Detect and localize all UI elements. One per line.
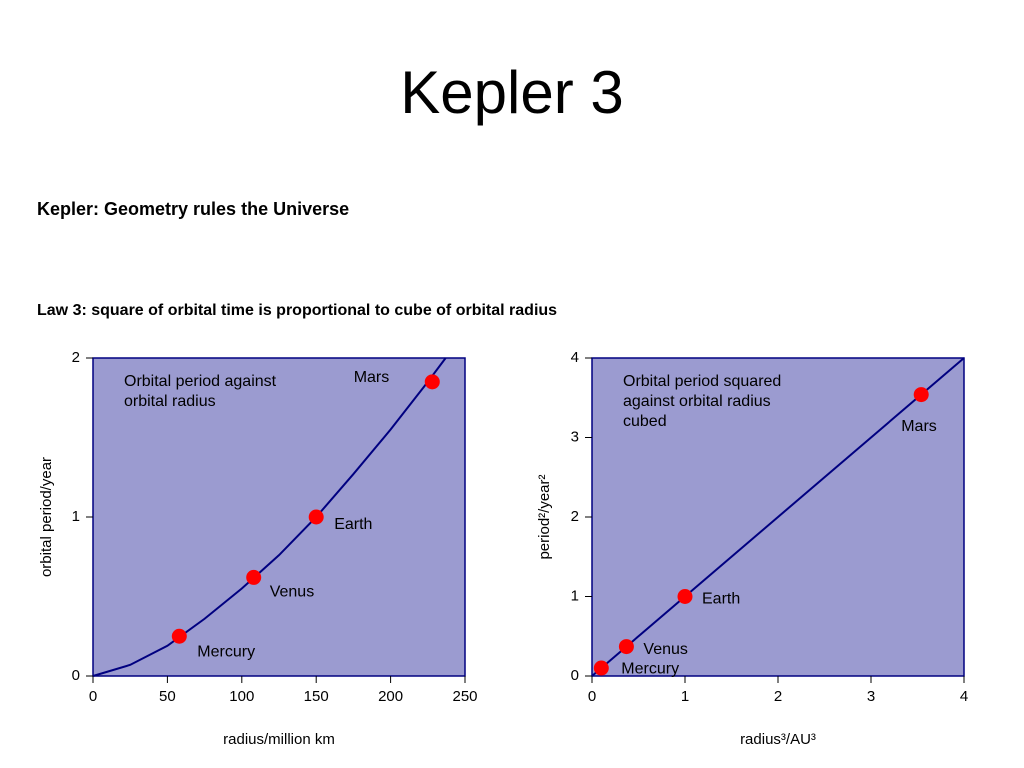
point-label: Venus xyxy=(270,584,314,601)
x-tick-label: 1 xyxy=(681,688,689,705)
y-tick-label: 4 xyxy=(571,349,579,366)
y-tick-label: 0 xyxy=(72,667,80,684)
y-tick-label: 3 xyxy=(571,428,579,445)
x-tick-label: 4 xyxy=(960,688,968,705)
annotation: Orbital period squared xyxy=(623,373,781,390)
x-axis-label: radius³/AU³ xyxy=(740,731,816,748)
x-tick-label: 150 xyxy=(304,688,329,705)
y-tick-label: 1 xyxy=(571,587,579,604)
planet-point xyxy=(308,509,324,525)
x-tick-label: 200 xyxy=(378,688,403,705)
x-tick-label: 3 xyxy=(867,688,875,705)
subtitle: Kepler: Geometry rules the Universe xyxy=(37,199,349,219)
law-text: Law 3: square of orbital time is proport… xyxy=(37,302,557,319)
annotation: cubed xyxy=(623,413,667,430)
plot-area xyxy=(92,357,466,677)
point-label: Mars xyxy=(354,369,390,386)
x-tick-label: 2 xyxy=(774,688,782,705)
y-axis-label: period²/year² xyxy=(536,474,553,559)
point-label: Mars xyxy=(901,418,937,435)
planet-point xyxy=(593,660,609,676)
annotation: orbital radius xyxy=(124,393,216,410)
point-label: Mercury xyxy=(197,643,255,660)
planet-point xyxy=(246,569,262,585)
annotation: Orbital period against xyxy=(124,373,277,390)
annotation: against orbital radius xyxy=(623,393,771,410)
point-label: Earth xyxy=(702,591,740,608)
x-axis-label: radius/million km xyxy=(223,731,335,748)
planet-point xyxy=(913,387,929,403)
x-tick-label: 50 xyxy=(159,688,176,705)
y-tick-label: 2 xyxy=(72,349,80,366)
curve xyxy=(92,357,447,677)
y-tick-label: 1 xyxy=(72,508,80,525)
planet-point xyxy=(618,639,634,655)
x-tick-label: 100 xyxy=(229,688,254,705)
y-tick-label: 0 xyxy=(571,667,579,684)
curve xyxy=(591,357,965,677)
x-tick-label: 0 xyxy=(588,688,596,705)
y-axis-label: orbital period/year xyxy=(38,457,55,577)
x-tick-label: 0 xyxy=(89,688,97,705)
x-tick-label: 250 xyxy=(452,688,477,705)
planet-point xyxy=(171,628,187,644)
slide-title: Kepler 3 xyxy=(400,59,623,126)
planet-point xyxy=(677,589,693,604)
y-tick-label: 2 xyxy=(571,508,579,525)
point-label: Venus xyxy=(643,641,687,658)
point-label: Earth xyxy=(334,516,372,533)
planet-point xyxy=(424,374,440,390)
point-label: Mercury xyxy=(621,660,679,677)
